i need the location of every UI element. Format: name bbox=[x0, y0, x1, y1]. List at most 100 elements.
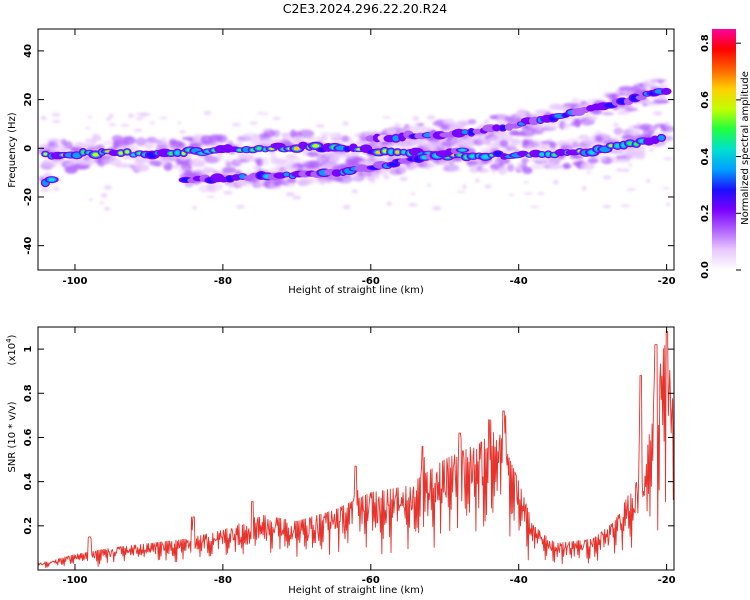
spectrogram-noise-cell bbox=[120, 164, 130, 168]
spectrogram-haze-cell bbox=[624, 107, 639, 112]
spectrogram-noise-cell bbox=[386, 201, 392, 206]
spectrogram-noise-cell bbox=[263, 112, 269, 115]
spectrogram-haze-cell bbox=[468, 164, 480, 174]
spectrogram-haze-cell bbox=[308, 160, 322, 170]
spectrogram-noise-cell bbox=[636, 122, 642, 126]
spectrogram-noise-cell bbox=[342, 121, 349, 126]
spectrogram-cell bbox=[337, 146, 345, 150]
spectrogram-noise-cell bbox=[410, 192, 416, 196]
spectrogram-noise-cell bbox=[149, 121, 156, 125]
spectrogram-haze-cell bbox=[102, 140, 116, 146]
spectrogram-haze-cell bbox=[285, 156, 301, 163]
colorbar: 0.0 0.2 0.4 0.6 0.8 Normalized spectral ampl… bbox=[700, 29, 750, 279]
spectrogram-noise-cell bbox=[615, 168, 624, 172]
snr-x-tick-label: -100 bbox=[62, 575, 87, 586]
spectrogram-noise-cell bbox=[135, 117, 144, 121]
spectrogram-haze-cell bbox=[497, 166, 508, 175]
spectrogram-haze-cell bbox=[427, 140, 444, 147]
spectrogram-haze-cell bbox=[580, 161, 595, 170]
spectrogram-haze-cell bbox=[41, 158, 57, 167]
spectrogram-haze-cell bbox=[455, 121, 469, 127]
spectrogram-x-label: Height of straight line (km) bbox=[288, 285, 424, 296]
snr-panel: -100 -80 -60 -40 -20 0.2 0.4 0.6 0.8 1 Height of… bbox=[5, 326, 676, 596]
spectrogram-haze-cell bbox=[321, 134, 328, 142]
spectrogram-haze-cell bbox=[422, 163, 438, 168]
spectrogram-haze-cell bbox=[337, 175, 353, 184]
spectrogram-noise-cell bbox=[287, 161, 296, 166]
spectrogram-haze-cell bbox=[208, 182, 223, 192]
spectrogram-cell bbox=[512, 124, 519, 128]
spectrogram-haze-cell bbox=[394, 141, 408, 147]
spectrogram-noise-cell bbox=[462, 184, 467, 189]
spectrogram-haze-cell bbox=[387, 126, 396, 136]
spectrogram-noise-cell bbox=[343, 153, 354, 158]
spectrogram-cell bbox=[256, 146, 262, 150]
spectrogram-noise-cell bbox=[51, 112, 61, 117]
colorbar-tick-label: 0.8 bbox=[700, 34, 711, 52]
spectrogram-noise-cell bbox=[598, 155, 605, 159]
spectrogram-haze-cell bbox=[589, 115, 598, 121]
snr-y-label: SNR (10 * v/v) bbox=[7, 401, 18, 472]
spectrogram-x-tick-label: -100 bbox=[62, 276, 87, 287]
spectrogram-haze-cell bbox=[298, 129, 315, 139]
spectrogram-noise-cell bbox=[603, 175, 612, 180]
spectrogram-noise-cell bbox=[108, 113, 114, 119]
spectrogram-haze-cell bbox=[245, 154, 255, 162]
spectrogram-noise-cell bbox=[292, 195, 302, 200]
spectrogram-noise-cell bbox=[620, 204, 631, 207]
spectrogram-cell bbox=[606, 103, 614, 107]
spectrogram-noise-cell bbox=[171, 164, 181, 169]
spectrogram-noise-cell bbox=[541, 158, 547, 162]
spectrogram-y-tick-label: 0 bbox=[23, 145, 34, 152]
spectrogram-noise-cell bbox=[114, 163, 123, 167]
spectrogram-haze-cell bbox=[571, 97, 580, 105]
spectrogram-noise-cell bbox=[546, 138, 553, 141]
spectrogram-cell bbox=[368, 137, 374, 140]
spectrogram-noise-cell bbox=[57, 178, 63, 182]
spectrogram-cell bbox=[619, 99, 626, 104]
spectrogram-cell bbox=[443, 133, 450, 137]
spectrogram-cell bbox=[312, 144, 320, 148]
spectrogram-noise-cell bbox=[612, 122, 620, 127]
spectrogram-cell bbox=[486, 126, 494, 130]
spectrogram-noise-cell bbox=[553, 179, 559, 185]
spectrogram-noise-cell bbox=[649, 147, 654, 152]
spectrogram-cell bbox=[274, 144, 282, 148]
spectrogram-cell bbox=[221, 178, 226, 181]
spectrogram-noise-cell bbox=[87, 115, 93, 119]
spectrogram-haze-cell bbox=[521, 157, 529, 164]
spectrogram-haze-cell bbox=[74, 141, 86, 148]
spectrogram-haze-cell bbox=[565, 138, 581, 143]
spectrogram-noise-cell bbox=[601, 135, 610, 140]
spectrogram-noise-cell bbox=[352, 176, 360, 181]
spectrogram-noise-cell bbox=[586, 171, 592, 175]
spectrogram-noise-cell bbox=[663, 157, 673, 161]
spectrogram-haze-cell bbox=[345, 159, 356, 164]
spectrogram-cell bbox=[462, 130, 468, 134]
spectrogram-haze-cell bbox=[239, 180, 247, 186]
spectrogram-noise-cell bbox=[383, 174, 390, 180]
spectrogram-x-tick-label: -80 bbox=[214, 276, 232, 287]
spectrogram-noise-cell bbox=[665, 202, 671, 206]
spectrogram-cell bbox=[277, 174, 284, 177]
spectrogram-haze-cell bbox=[618, 92, 628, 96]
spectrogram-haze-cell bbox=[519, 128, 536, 137]
colorbar-tick-label: 0.4 bbox=[700, 148, 711, 166]
spectrogram-haze-cell bbox=[216, 154, 224, 161]
spectrogram-noise-cell bbox=[74, 158, 84, 162]
spectrogram-noise-cell bbox=[519, 112, 528, 117]
spectrogram-frame bbox=[37, 28, 675, 271]
spectrogram-haze-cell bbox=[289, 129, 297, 138]
spectrogram-cell bbox=[74, 153, 80, 158]
spectrogram-noise-cell bbox=[120, 123, 130, 127]
spectrogram-cell bbox=[659, 136, 664, 140]
spectrogram-cell bbox=[401, 150, 406, 154]
spectrogram-cell bbox=[532, 151, 539, 156]
spectrogram-cell bbox=[125, 150, 130, 154]
spectrogram-haze-cell bbox=[135, 137, 147, 147]
spectrogram-cell bbox=[494, 126, 499, 130]
spectrogram-noise-cell bbox=[223, 190, 233, 195]
spectrogram-noise-cell bbox=[549, 160, 557, 165]
spectrogram-noise-cell bbox=[127, 113, 135, 119]
spectrogram-cell bbox=[240, 174, 245, 179]
